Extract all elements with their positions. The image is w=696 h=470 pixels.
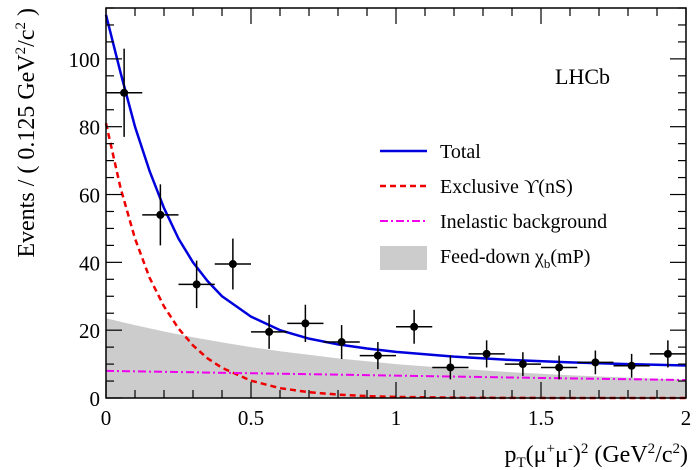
y-axis-title: Events / ( 0.125 GeV2/c2 ) bbox=[13, 8, 40, 258]
y-tick-label: 0 bbox=[90, 387, 101, 411]
chart-data-points bbox=[106, 48, 686, 380]
chart-legend: Total Exclusive ϒ(nS) Inelastic backgrou… bbox=[380, 141, 607, 271]
x-axis-title: pT(μ+μ-)2 (GeV2/c2) bbox=[504, 441, 688, 470]
data-point bbox=[613, 353, 650, 378]
y-tick-label: 40 bbox=[79, 251, 100, 275]
x-tick-label: 0 bbox=[101, 406, 112, 430]
y-tick-label: 60 bbox=[79, 184, 100, 208]
data-point bbox=[251, 314, 288, 349]
series-line-total bbox=[104, 14, 687, 367]
data-point bbox=[432, 355, 469, 380]
x-tick-label: 0.5 bbox=[238, 406, 264, 430]
experiment-label: LHCb bbox=[555, 64, 610, 89]
data-point bbox=[359, 342, 396, 370]
axis-ticks bbox=[105, 7, 687, 399]
y-tick-label: 80 bbox=[79, 116, 100, 140]
legend-label-exclusive: Exclusive ϒ(nS) bbox=[440, 176, 573, 198]
legend-swatch-feeddown bbox=[380, 246, 427, 270]
data-point bbox=[287, 304, 324, 343]
data-marker bbox=[228, 260, 237, 269]
data-marker bbox=[337, 338, 346, 347]
data-point bbox=[396, 309, 433, 344]
data-marker bbox=[627, 361, 636, 370]
legend-label-inelastic: Inelastic background bbox=[440, 211, 607, 233]
legend-label-total: Total bbox=[440, 141, 481, 163]
data-point bbox=[577, 350, 614, 375]
data-point bbox=[504, 352, 541, 376]
data-point bbox=[323, 325, 360, 359]
x-tick-label: 1.5 bbox=[528, 406, 554, 430]
y-tick-label: 100 bbox=[69, 48, 101, 72]
data-point bbox=[649, 340, 686, 368]
data-point bbox=[142, 184, 179, 246]
data-marker bbox=[265, 327, 274, 336]
data-marker bbox=[555, 363, 564, 372]
data-marker bbox=[301, 319, 310, 328]
data-marker bbox=[156, 210, 165, 219]
data-marker bbox=[446, 363, 455, 372]
data-point bbox=[541, 355, 578, 380]
x-tick-label: 1 bbox=[391, 406, 402, 430]
y-tick-label: 20 bbox=[79, 319, 100, 343]
data-marker bbox=[120, 88, 129, 97]
data-point bbox=[178, 260, 215, 309]
data-marker bbox=[482, 349, 491, 358]
legend-label-feeddown: Feed-down χb(mP) bbox=[440, 246, 590, 271]
data-marker bbox=[591, 358, 600, 367]
data-point bbox=[214, 238, 251, 290]
data-point bbox=[468, 340, 505, 368]
data-marker bbox=[410, 322, 419, 331]
series-line-inelastic bbox=[105, 369, 687, 382]
data-marker bbox=[518, 360, 527, 369]
data-marker bbox=[373, 351, 382, 360]
data-marker bbox=[192, 280, 201, 289]
data-marker bbox=[663, 349, 672, 358]
x-tick-label: 2 bbox=[681, 406, 692, 430]
